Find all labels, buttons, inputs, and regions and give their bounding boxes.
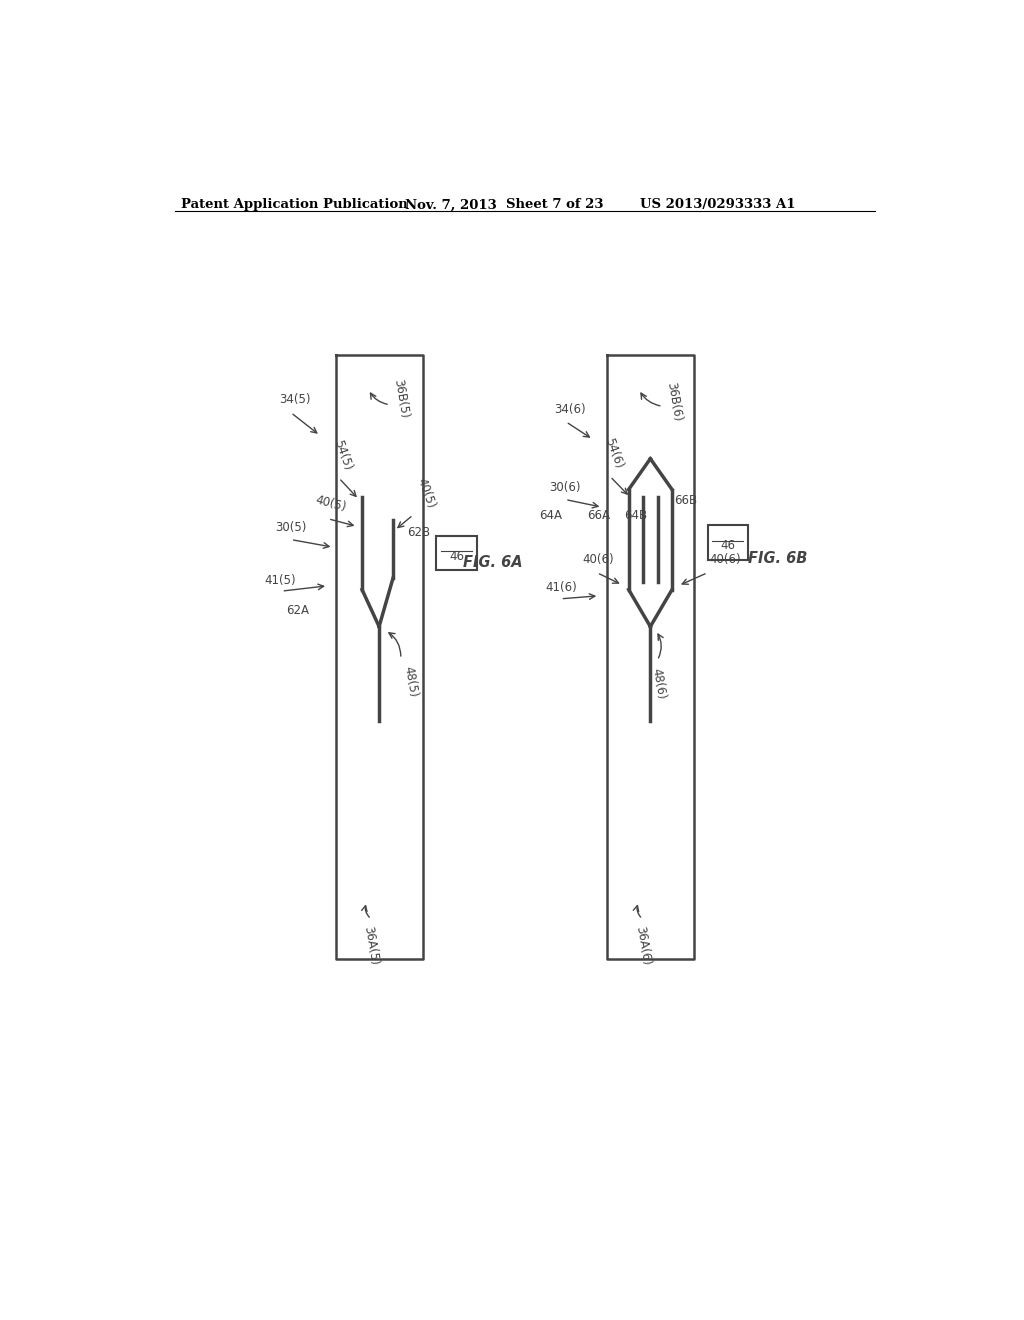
- Text: 41(6): 41(6): [545, 581, 577, 594]
- Text: 30(5): 30(5): [275, 521, 306, 535]
- Bar: [708, 525, 748, 560]
- Text: 48(6): 48(6): [649, 667, 668, 700]
- Text: Patent Application Publication: Patent Application Publication: [180, 198, 408, 211]
- Text: 41(5): 41(5): [264, 573, 296, 586]
- Text: 64A: 64A: [539, 508, 562, 521]
- Text: 40(6): 40(6): [710, 553, 741, 566]
- Text: 66B: 66B: [675, 494, 697, 507]
- Text: 36A(5): 36A(5): [361, 925, 381, 966]
- Text: 40(5): 40(5): [415, 477, 437, 511]
- Text: 54(5): 54(5): [331, 438, 354, 471]
- Bar: [436, 536, 477, 570]
- Text: 40(5): 40(5): [314, 494, 348, 515]
- Text: 62A: 62A: [287, 603, 309, 616]
- Text: 62B: 62B: [407, 525, 430, 539]
- Text: 30(6): 30(6): [550, 480, 581, 494]
- Text: FIG. 6B: FIG. 6B: [748, 552, 807, 566]
- Text: Nov. 7, 2013: Nov. 7, 2013: [406, 198, 498, 211]
- Text: 48(5): 48(5): [401, 665, 420, 698]
- Text: 54(6): 54(6): [602, 436, 626, 470]
- Text: 40(6): 40(6): [583, 553, 613, 566]
- Text: FIG. 6A: FIG. 6A: [463, 556, 522, 570]
- Text: US 2013/0293333 A1: US 2013/0293333 A1: [640, 198, 795, 211]
- Text: 34(6): 34(6): [554, 403, 586, 416]
- Text: 46: 46: [720, 539, 735, 552]
- Text: 36B(5): 36B(5): [391, 378, 412, 420]
- Text: 36B(6): 36B(6): [665, 381, 684, 422]
- Text: 66A: 66A: [587, 508, 610, 521]
- Text: 34(5): 34(5): [280, 393, 310, 407]
- Text: 64B: 64B: [624, 508, 647, 521]
- Text: Sheet 7 of 23: Sheet 7 of 23: [506, 198, 604, 211]
- Text: 46: 46: [450, 549, 464, 562]
- Text: 36A(6): 36A(6): [634, 925, 653, 966]
